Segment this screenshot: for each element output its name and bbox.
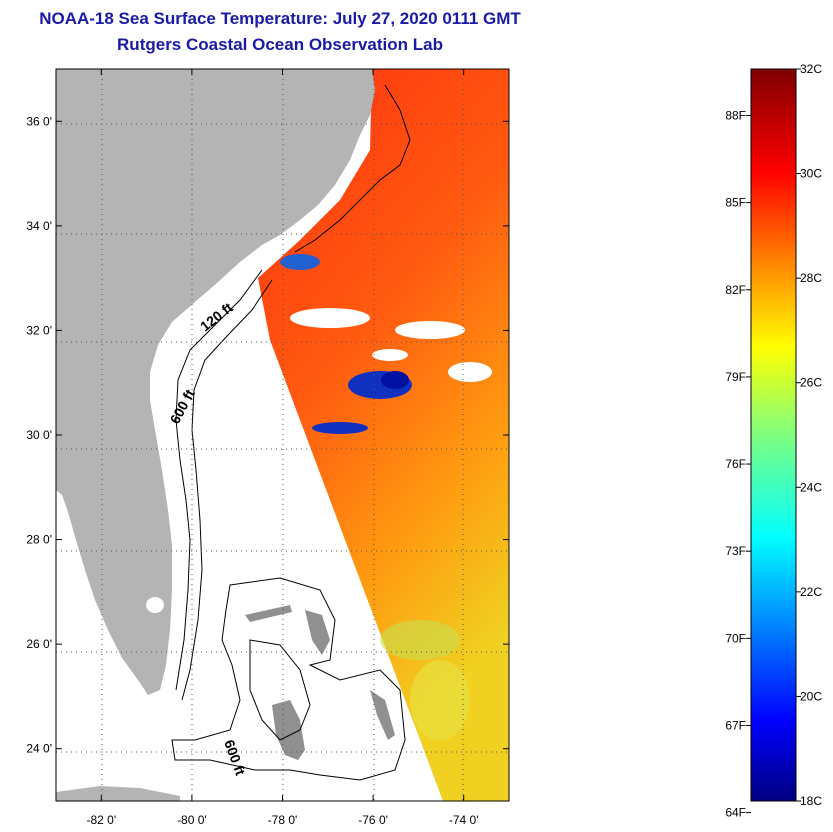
warm-patch <box>410 660 470 740</box>
lat-tick-label: 36 0' <box>26 114 52 128</box>
fahrenheit-tick-label: 67F <box>725 718 746 732</box>
land-us-southeast <box>56 69 375 695</box>
land-bahamas-abaco <box>305 610 330 655</box>
contour-coast-north <box>294 84 411 253</box>
lon-tick-label: -76 0' <box>358 813 388 827</box>
celsius-tick-label: 26C <box>800 376 822 390</box>
lat-tick-label: 32 0' <box>26 323 52 337</box>
cool-patch <box>280 254 320 270</box>
lat-tick-label: 24 0' <box>26 742 52 756</box>
fahrenheit-tick-label: 82F <box>725 283 746 297</box>
map-title: NOAA-18 Sea Surface Temperature: July 27… <box>39 9 521 28</box>
contour-bahamas-outer <box>171 577 406 781</box>
contour-bahamas-inner <box>249 639 311 741</box>
map-subtitle: Rutgers Coastal Ocean Observation Lab <box>117 35 443 54</box>
lat-tick-label: 30 0' <box>26 428 52 442</box>
land-keys <box>56 786 180 801</box>
lon-tick-label: -82 0' <box>86 813 116 827</box>
lat-tick-label: 26 0' <box>26 637 52 651</box>
fahrenheit-tick-label: 76F <box>725 457 746 471</box>
celsius-tick-label: 22C <box>800 585 822 599</box>
lon-tick-label: -78 0' <box>268 813 298 827</box>
fahrenheit-tick-label: 70F <box>725 631 746 645</box>
colorbar <box>750 68 797 802</box>
lon-tick-label: -80 0' <box>177 813 207 827</box>
land-bahamas-grand <box>245 605 292 622</box>
cloud-patch <box>448 362 492 382</box>
warm-patch <box>380 620 460 660</box>
fahrenheit-tick-label: 79F <box>725 370 746 384</box>
graticule <box>56 69 509 801</box>
lat-tick-label: 34 0' <box>26 219 52 233</box>
colorbar-celsius-axis: 32C 30C 28C 26C 24C 22C 20C 18C <box>796 62 822 808</box>
cloud-patch <box>372 349 408 361</box>
celsius-tick-label: 24C <box>800 480 822 494</box>
cloud-patch <box>290 308 370 328</box>
lat-tick-label: 28 0' <box>26 533 52 547</box>
celsius-tick-label: 30C <box>800 167 822 181</box>
fahrenheit-tick-label: 88F <box>725 108 746 122</box>
celsius-tick-label: 20C <box>800 689 822 703</box>
fahrenheit-tick-label: 64F <box>725 806 746 820</box>
latitude-axis: 24 0' 26 0' 28 0' 30 0' 32 0' 34 0' 36 0' <box>26 114 509 756</box>
cloud-patch <box>395 321 465 339</box>
contour-120ft <box>175 269 263 691</box>
cool-patch <box>312 422 368 434</box>
fahrenheit-tick-label: 73F <box>725 544 746 558</box>
land-bahamas-andros <box>272 700 305 760</box>
fahrenheit-tick-label: 85F <box>725 196 746 210</box>
longitude-axis: -82 0' -80 0' -78 0' -76 0' -74 0' <box>86 69 479 827</box>
cool-patch <box>381 371 409 389</box>
contour-600ft <box>181 279 273 701</box>
lake-okeechobee <box>146 597 164 613</box>
colorbar-fahrenheit-axis: 88F 85F 82F 79F 76F 73F 70F 67F 64F <box>725 108 751 820</box>
celsius-tick-label: 32C <box>800 62 822 76</box>
lon-tick-label: -74 0' <box>449 813 479 827</box>
sst-swath <box>258 69 509 801</box>
celsius-tick-label: 28C <box>800 271 822 285</box>
land-bahamas-eleuthera <box>370 690 395 740</box>
celsius-tick-label: 18C <box>800 794 822 808</box>
